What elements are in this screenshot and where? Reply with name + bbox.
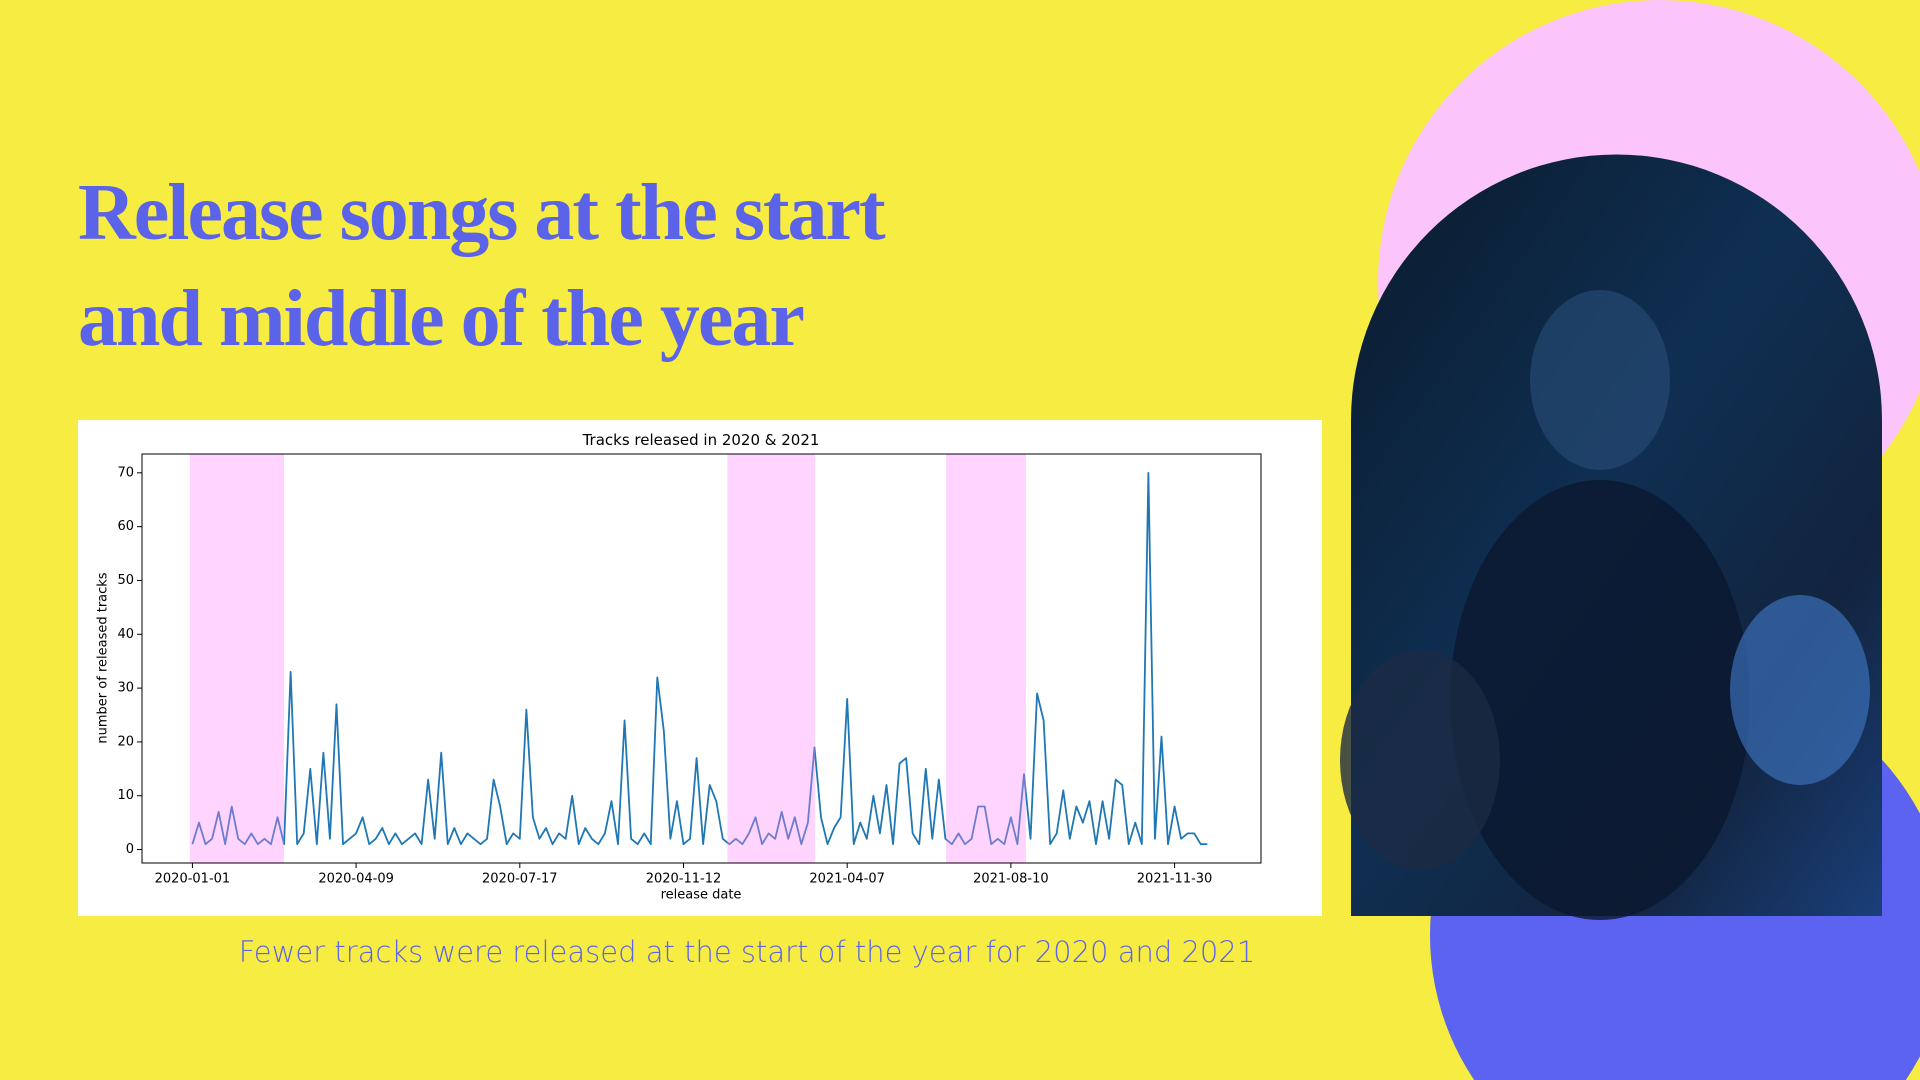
chart: Tracks released in 2020 & 2021 release d… (96, 431, 1262, 903)
x-tick-label: 2021-08-10 (973, 872, 1049, 887)
y-tick-label: 40 (117, 627, 134, 642)
photo-figure (1730, 595, 1870, 785)
y-tick-label: 20 (117, 734, 134, 749)
photo-figure (1340, 650, 1500, 870)
x-tick-label: 2021-11-30 (1137, 872, 1213, 887)
x-tick-label: 2020-04-09 (318, 872, 394, 887)
y-tick-label: 10 (117, 788, 134, 803)
photo-figure (1450, 480, 1750, 920)
slide-title: Release songs at the start (78, 169, 886, 257)
x-tick-label: 2021-04-07 (809, 872, 885, 887)
y-tick-label: 30 (117, 681, 134, 696)
caption: Fewer tracks were released at the start … (239, 935, 1256, 969)
highlight-band (189, 454, 285, 863)
x-tick-label: 2020-07-17 (482, 872, 558, 887)
y-tick-label: 60 (117, 519, 134, 534)
plot-frame (141, 453, 1262, 864)
highlight-band (727, 454, 816, 863)
slide-title: and middle of the year (78, 275, 803, 363)
y-tick-label: 0 (126, 842, 134, 857)
y-tick-label: 50 (117, 573, 134, 588)
chart-title: Tracks released in 2020 & 2021 (582, 431, 820, 449)
photo-figure (1530, 290, 1670, 470)
highlight-band (946, 454, 1026, 863)
y-tick-label: 70 (117, 465, 134, 480)
data-line (191, 471, 1208, 846)
x-axis-label: release date (661, 888, 742, 903)
x-tick-label: 2020-11-12 (646, 872, 722, 887)
y-axis-label: number of released tracks (96, 572, 111, 743)
x-tick-label: 2020-01-01 (155, 872, 231, 887)
